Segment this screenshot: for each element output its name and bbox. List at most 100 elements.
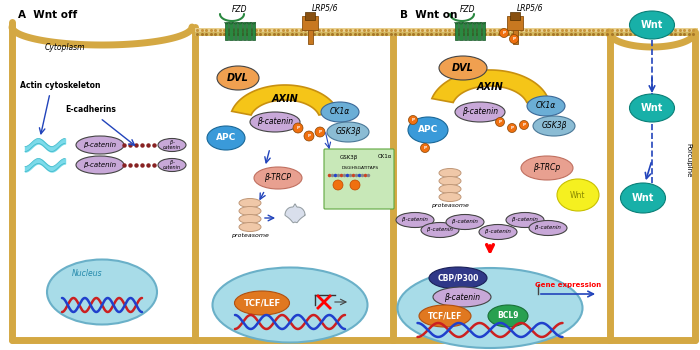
- Bar: [247, 22, 251, 40]
- Text: FZD: FZD: [461, 6, 476, 14]
- Text: AXIN: AXIN: [477, 82, 503, 92]
- Circle shape: [409, 116, 417, 125]
- Ellipse shape: [76, 136, 124, 154]
- Text: GSK3β: GSK3β: [335, 127, 361, 136]
- Text: E-cadherins: E-cadherins: [65, 105, 116, 114]
- Text: BCL9: BCL9: [497, 312, 519, 321]
- Ellipse shape: [158, 139, 186, 152]
- Text: Cytoplasm: Cytoplasm: [45, 42, 85, 51]
- Bar: [302, 16, 318, 30]
- Text: FZD: FZD: [232, 6, 248, 14]
- Text: Actin cytoskeleton: Actin cytoskeleton: [20, 80, 101, 90]
- Bar: [463, 22, 468, 40]
- Ellipse shape: [629, 11, 675, 39]
- Ellipse shape: [239, 206, 261, 216]
- Polygon shape: [285, 204, 305, 223]
- Bar: [195, 28, 395, 32]
- Bar: [510, 12, 520, 20]
- Text: β-catenin: β-catenin: [402, 217, 428, 223]
- Ellipse shape: [239, 198, 261, 208]
- Ellipse shape: [421, 223, 459, 238]
- Bar: [507, 16, 523, 30]
- Bar: [512, 30, 517, 44]
- Bar: [252, 22, 256, 40]
- Circle shape: [496, 118, 505, 126]
- Bar: [610, 28, 698, 32]
- Bar: [473, 22, 476, 40]
- Text: Wnt: Wnt: [632, 193, 654, 203]
- Ellipse shape: [207, 126, 245, 150]
- Text: CK1α: CK1α: [330, 107, 350, 117]
- Text: DSGIHSGATITAPS: DSGIHSGATITAPS: [342, 166, 379, 170]
- Circle shape: [304, 131, 314, 141]
- Ellipse shape: [321, 102, 359, 122]
- Text: proteasome: proteasome: [231, 232, 269, 238]
- Text: β-catenin: β-catenin: [83, 162, 117, 168]
- Bar: [459, 22, 463, 40]
- Text: P: P: [297, 126, 300, 130]
- Ellipse shape: [439, 193, 461, 202]
- Bar: [482, 22, 485, 40]
- Text: P: P: [424, 146, 426, 150]
- Ellipse shape: [521, 156, 573, 180]
- Circle shape: [315, 127, 325, 137]
- Ellipse shape: [629, 94, 675, 122]
- Text: LRP5/6: LRP5/6: [312, 4, 338, 13]
- Ellipse shape: [217, 66, 259, 90]
- Text: β-catenin: β-catenin: [452, 219, 478, 224]
- Circle shape: [519, 120, 528, 130]
- Text: CBP/P300: CBP/P300: [438, 273, 479, 282]
- FancyBboxPatch shape: [324, 149, 394, 209]
- Text: P: P: [510, 126, 514, 130]
- Text: β-catenin: β-catenin: [257, 118, 293, 126]
- Text: DVL: DVL: [227, 73, 249, 83]
- Bar: [468, 22, 472, 40]
- Polygon shape: [232, 85, 338, 115]
- Bar: [307, 30, 312, 44]
- Ellipse shape: [398, 268, 582, 348]
- Text: TCF/LEF: TCF/LEF: [244, 299, 281, 308]
- Text: GSK3β: GSK3β: [340, 154, 358, 160]
- Bar: [305, 12, 315, 20]
- Text: β-catenin: β-catenin: [427, 228, 453, 232]
- Ellipse shape: [327, 122, 369, 142]
- Ellipse shape: [557, 179, 599, 211]
- Text: Wnt: Wnt: [640, 20, 663, 30]
- Text: β-catenin: β-catenin: [512, 217, 538, 223]
- Bar: [610, 32, 698, 36]
- Bar: [238, 22, 242, 40]
- Ellipse shape: [419, 305, 471, 327]
- Text: P: P: [522, 123, 526, 127]
- Ellipse shape: [488, 305, 528, 327]
- Polygon shape: [432, 70, 548, 103]
- Bar: [243, 22, 246, 40]
- Ellipse shape: [234, 291, 290, 315]
- Text: APC: APC: [216, 133, 236, 142]
- Bar: [225, 22, 228, 40]
- Ellipse shape: [408, 117, 448, 143]
- Ellipse shape: [439, 56, 487, 80]
- Bar: [229, 22, 233, 40]
- Ellipse shape: [396, 212, 434, 228]
- Ellipse shape: [239, 215, 261, 224]
- Ellipse shape: [239, 223, 261, 231]
- Ellipse shape: [446, 215, 484, 230]
- Text: P: P: [503, 31, 505, 35]
- Text: A  Wnt off: A Wnt off: [18, 10, 77, 20]
- Text: TCF/LEF: TCF/LEF: [428, 312, 462, 321]
- Text: DVL: DVL: [452, 63, 474, 73]
- Ellipse shape: [479, 224, 517, 239]
- Bar: [393, 32, 610, 36]
- Ellipse shape: [433, 287, 491, 307]
- Text: β-catenin: β-catenin: [444, 293, 480, 301]
- Ellipse shape: [527, 96, 565, 116]
- Ellipse shape: [429, 267, 487, 289]
- Text: β-
catenin: β- catenin: [163, 160, 181, 170]
- Text: Wnt: Wnt: [640, 103, 663, 113]
- Ellipse shape: [506, 212, 544, 228]
- Circle shape: [508, 124, 517, 133]
- Circle shape: [500, 28, 508, 37]
- Text: P: P: [512, 37, 515, 41]
- Text: P: P: [498, 120, 501, 124]
- Ellipse shape: [76, 156, 124, 174]
